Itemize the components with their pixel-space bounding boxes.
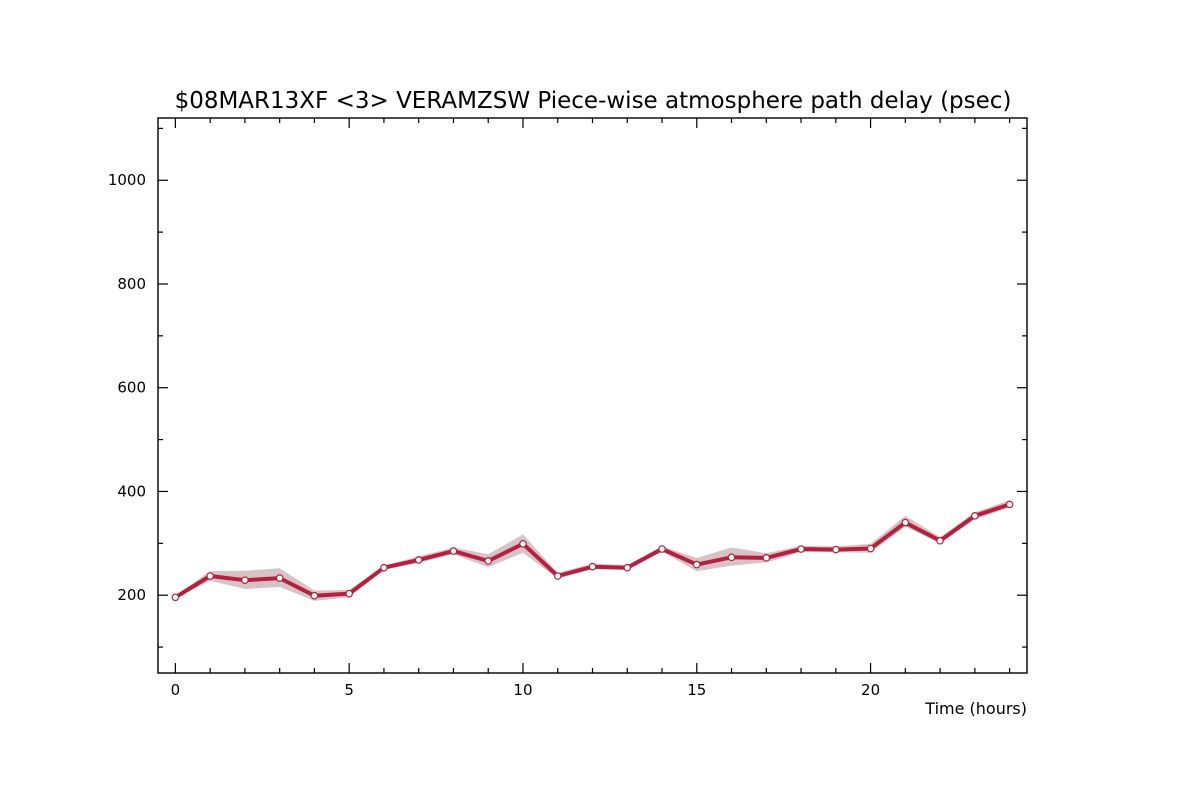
x-tick-label: 0: [171, 681, 181, 699]
data-point: [832, 545, 840, 554]
data-point: [171, 593, 180, 602]
x-axis-label: Time (hours): [924, 699, 1027, 718]
y-tick-label: 400: [117, 482, 146, 500]
y-tick-label: 800: [117, 275, 146, 293]
data-point: [588, 562, 597, 571]
x-tick-label: 10: [513, 681, 532, 699]
data-point: [727, 553, 736, 562]
data-point: [901, 518, 910, 527]
data-point: [623, 563, 632, 572]
data-point: [553, 572, 562, 580]
data-point: [762, 554, 771, 562]
data-point: [345, 589, 353, 598]
data-point: [241, 576, 249, 584]
data-point: [936, 536, 944, 545]
data-point: [797, 545, 805, 553]
data-point: [206, 572, 214, 580]
data-point: [414, 556, 423, 564]
x-tick-label: 20: [861, 681, 880, 699]
uncertainty-band-layer: [175, 500, 1010, 601]
data-point-layer: [171, 500, 1014, 602]
x-tick-label: 15: [687, 681, 706, 699]
y-tick-label: 600: [117, 379, 146, 397]
y-tick-label: 1000: [108, 171, 146, 189]
data-point: [519, 540, 527, 548]
data-point: [275, 574, 284, 582]
data-point: [658, 545, 666, 553]
axis-ticks: [158, 118, 1027, 673]
tick-labels: 0 5 10 15 20 200 400 600 800 1000: [108, 171, 880, 699]
x-tick-label: 5: [344, 681, 354, 699]
data-point: [380, 563, 388, 572]
chart-title: $08MAR13XF <3> VERAMZSW Piece-wise atmos…: [175, 88, 1012, 114]
data-point: [484, 557, 493, 565]
y-tick-label: 200: [117, 586, 146, 604]
data-point: [692, 560, 701, 569]
data-point: [866, 544, 875, 553]
data-point: [449, 547, 458, 555]
uncertainty-band: [175, 500, 1010, 601]
data-point: [971, 512, 979, 520]
data-point: [1005, 500, 1014, 509]
data-point: [310, 591, 319, 600]
